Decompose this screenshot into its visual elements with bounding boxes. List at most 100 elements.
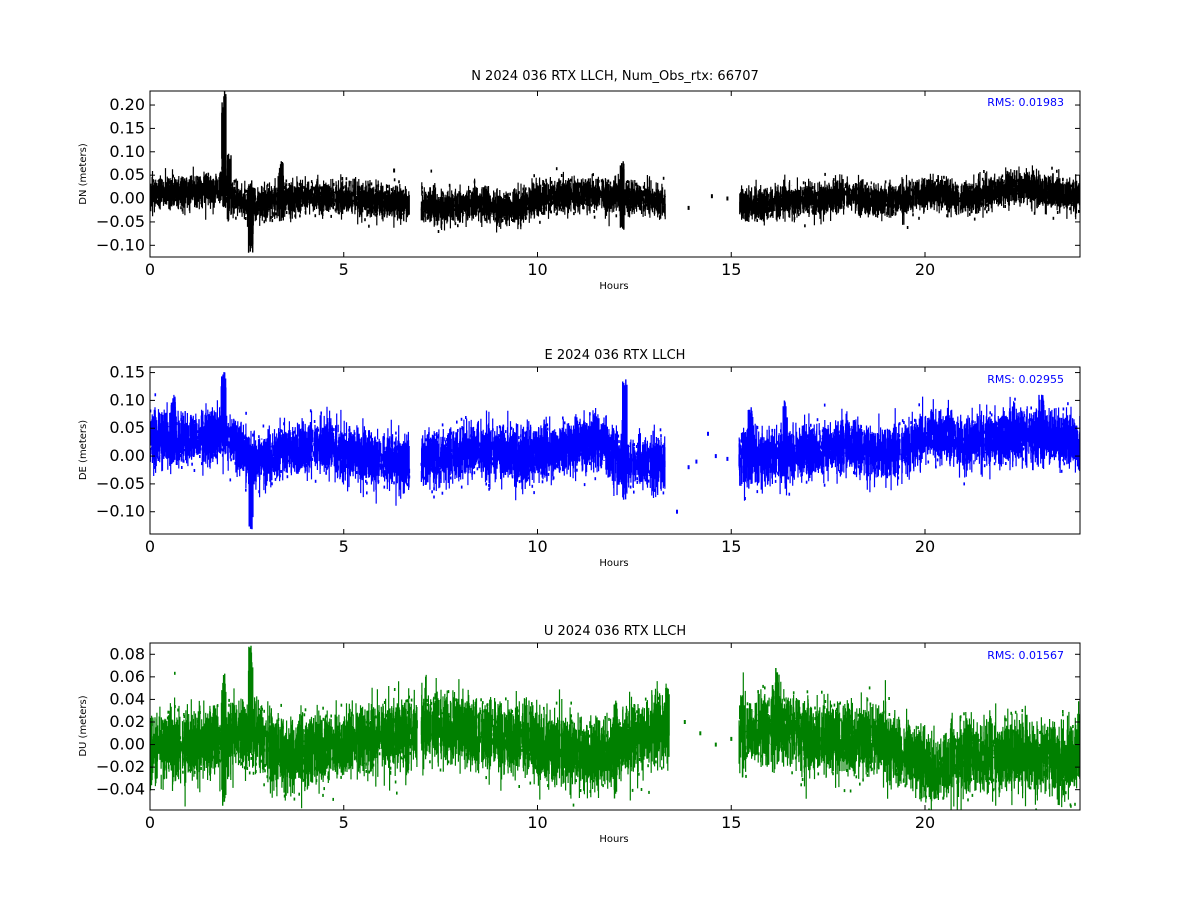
data-point	[906, 737, 908, 740]
data-point	[241, 196, 243, 200]
data-point	[546, 740, 549, 744]
data-point	[1063, 462, 1066, 466]
data-point	[336, 732, 339, 736]
data-point	[794, 191, 796, 195]
data-point	[774, 199, 776, 203]
data-point	[319, 203, 322, 206]
data-point	[1052, 216, 1055, 220]
data-point	[466, 732, 468, 736]
data-point	[194, 202, 197, 206]
data-point	[1058, 778, 1060, 782]
data-point	[357, 195, 359, 199]
data-point	[185, 734, 188, 738]
data-point	[904, 746, 906, 750]
data-point	[398, 452, 400, 456]
data-point	[846, 195, 849, 198]
data-point	[1050, 204, 1053, 208]
data-point	[604, 192, 606, 196]
data-point	[457, 429, 459, 432]
data-point	[969, 189, 972, 193]
data-point	[501, 214, 503, 218]
data-point	[154, 188, 156, 192]
data-point	[1009, 436, 1011, 439]
data-point	[1074, 738, 1077, 742]
data-point	[633, 443, 635, 447]
data-point	[324, 740, 326, 743]
data-point	[666, 733, 668, 737]
data-point	[438, 206, 441, 210]
data-point	[373, 453, 376, 457]
data-point	[490, 733, 492, 737]
data-point	[1068, 195, 1071, 199]
data-point	[566, 749, 569, 753]
data-point	[169, 463, 171, 466]
data-point	[848, 733, 850, 737]
data-point	[444, 444, 447, 448]
data-point	[1055, 751, 1058, 755]
data-point	[486, 460, 488, 464]
data-point	[814, 448, 816, 452]
data-point	[757, 752, 760, 756]
data-point	[394, 207, 396, 211]
data-point	[345, 747, 347, 751]
data-point	[380, 464, 383, 468]
data-point	[535, 191, 537, 195]
data-point	[246, 738, 248, 742]
data-point	[200, 201, 202, 205]
data-point	[774, 193, 776, 197]
data-point	[363, 202, 365, 206]
data-point	[766, 210, 768, 214]
data-point	[390, 450, 393, 454]
data-point	[1063, 450, 1066, 454]
data-point	[917, 434, 919, 438]
data-point	[286, 189, 288, 193]
data-point	[377, 195, 380, 199]
data-point	[847, 720, 849, 723]
data-point	[309, 740, 312, 744]
data-point	[780, 194, 782, 198]
data-point	[379, 448, 381, 452]
data-point	[356, 197, 358, 200]
data-point	[759, 216, 762, 220]
data-point	[285, 179, 288, 183]
data-point	[662, 746, 665, 750]
data-point	[874, 468, 877, 471]
data-point	[644, 478, 647, 482]
data-point	[602, 445, 605, 449]
data-point	[526, 426, 529, 430]
data-point	[747, 732, 750, 736]
data-point	[814, 459, 817, 462]
data-point	[441, 491, 444, 495]
y-tick-label: 0.00	[109, 446, 145, 465]
data-point	[242, 738, 245, 742]
data-point	[255, 470, 258, 474]
data-point	[1016, 753, 1018, 757]
data-point	[1072, 750, 1074, 754]
data-point	[513, 209, 516, 213]
data-point	[152, 185, 155, 189]
data-point	[519, 753, 521, 757]
isolated-point	[707, 431, 709, 436]
data-point	[983, 443, 986, 447]
data-point	[458, 455, 461, 459]
data-point	[869, 442, 872, 445]
data-point	[1068, 450, 1070, 454]
data-point	[936, 768, 938, 772]
data-point	[206, 194, 209, 198]
data-point	[441, 216, 444, 220]
data-point	[889, 198, 892, 202]
data-point	[498, 425, 501, 429]
data-point	[1030, 406, 1032, 410]
data-point	[485, 456, 487, 460]
data-point	[315, 428, 317, 432]
data-point	[234, 196, 237, 200]
data-point	[914, 761, 917, 765]
data-point	[923, 188, 925, 192]
data-point	[904, 742, 906, 746]
data-point	[661, 715, 664, 719]
data-point	[1056, 169, 1058, 173]
data-point	[197, 197, 199, 201]
data-point	[509, 192, 511, 196]
data-point	[1046, 733, 1049, 737]
data-point	[368, 183, 370, 187]
